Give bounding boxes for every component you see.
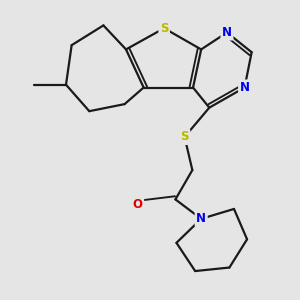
- Text: O: O: [133, 197, 142, 211]
- Text: N: N: [222, 26, 232, 39]
- Text: S: S: [180, 130, 189, 143]
- Text: N: N: [196, 212, 206, 225]
- Text: N: N: [240, 81, 250, 94]
- Text: S: S: [160, 22, 168, 35]
